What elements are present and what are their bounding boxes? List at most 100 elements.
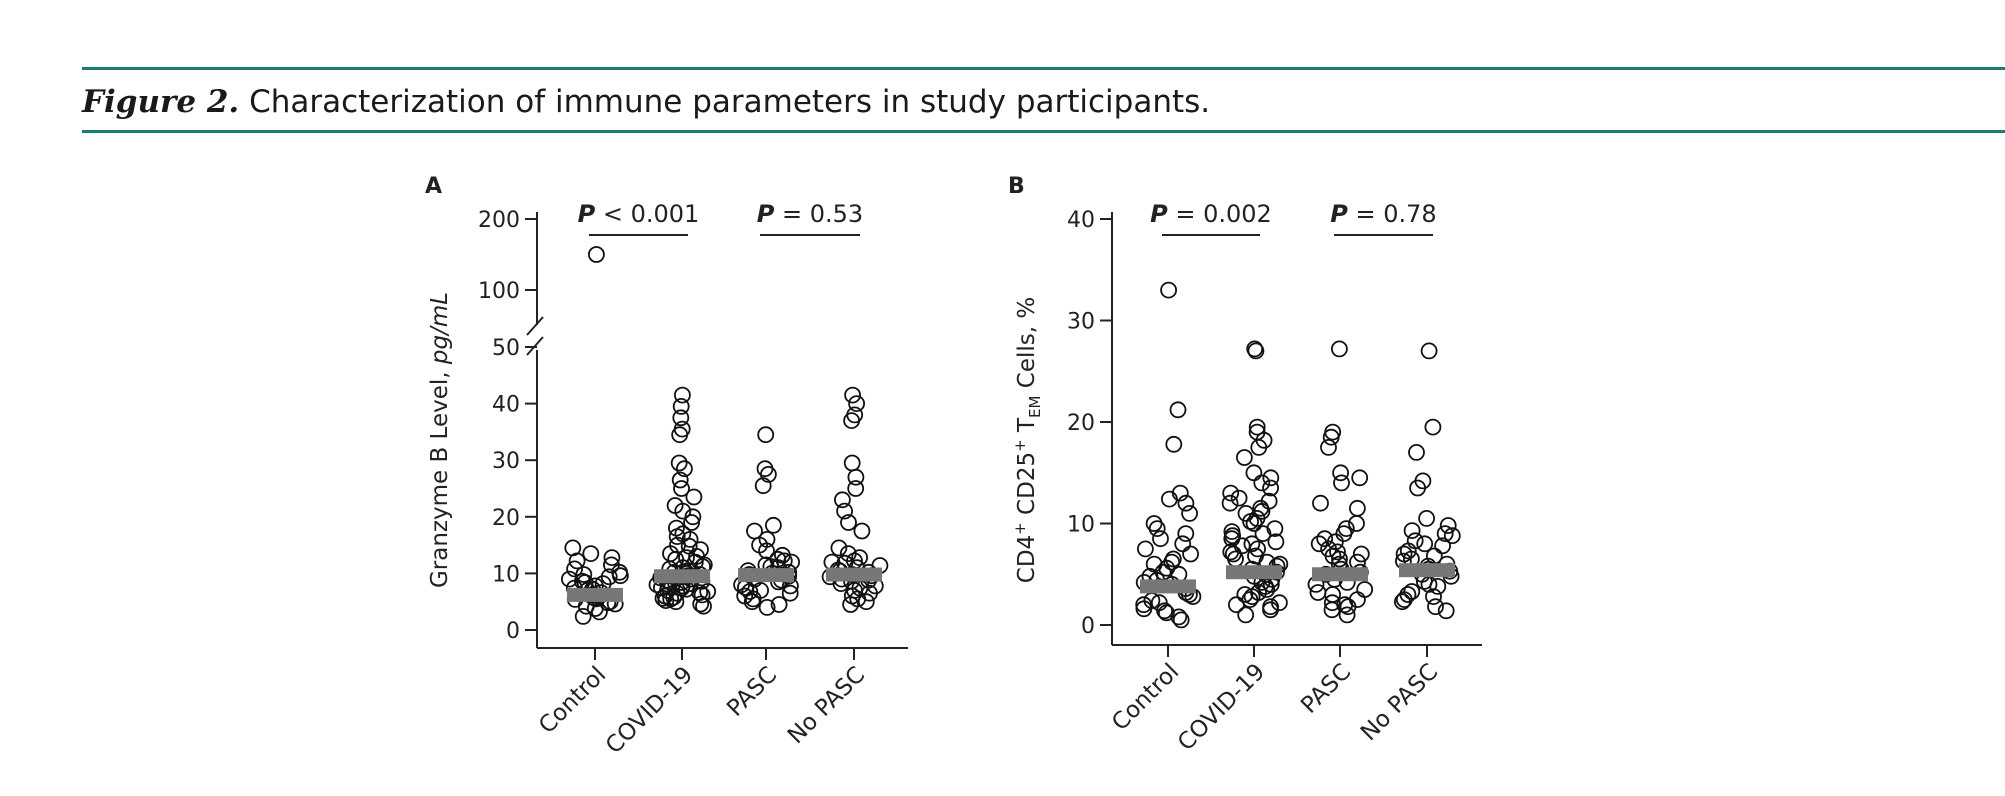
panel-a-data-point [591,603,608,621]
panel-b-data-point [1243,588,1261,605]
panel-b: B CD4+ CD25+ TEM Cells, % 010203040Contr… [1008,174,1482,756]
panel-b-data-point [1160,281,1177,299]
panel-b-data-point [1148,520,1166,537]
panel-a-data-point [673,480,690,497]
panel-a-median-bar [738,568,794,583]
panel-b-data-point [1228,596,1245,614]
panel-a-axis-break-mark-1 [526,316,544,336]
panel-a-data-point [678,549,695,566]
p-value-text: < 0.001 [595,200,699,228]
panel-b-data-point [1271,594,1288,612]
panel-b-data-point [1348,515,1365,532]
panel-a-data-point [760,465,777,483]
panel-b-p-value: P = 0.002 [1150,200,1272,228]
panel-b-data-point [1322,428,1340,446]
panel-a-data-point [757,426,775,444]
panel-b-data-point [1253,474,1271,492]
panel-b-data-point [1174,535,1192,553]
panel-b-y-tick-label: 40 [1067,208,1095,233]
panel-b-data-point [1434,537,1451,555]
panel-a-letter: A [425,174,442,199]
panel-b-data-point [1332,464,1349,482]
panel-b-data-point [1246,340,1264,358]
panel-b-data-point [1224,527,1241,545]
panel-b-letter: B [1008,174,1025,199]
panel-a-median-bar [826,567,882,582]
figure-label: Figure 2. [82,84,240,120]
panel-b-median-bar [1312,567,1368,582]
panel-b-y-axis-label-sup1: + [1011,522,1029,535]
panel-b-y-axis-label-end: Cells, % [1014,297,1040,396]
panel-a-data-point [741,583,759,600]
panel-b-category-label: No PASC [1356,659,1443,746]
panel-b-data-point [1156,602,1173,620]
panel-b-data-point [1262,479,1279,497]
panel-a-data-point [840,514,857,531]
panel-a-y-tick-label: 40 [492,393,520,418]
panel-b-data-point [1425,588,1442,605]
panel-b-data-point [1243,535,1261,553]
panel-b-data-point [1418,510,1435,527]
panel-a-data-point [781,584,799,602]
panel-b-data-point [1408,443,1425,461]
panel-b-median-bar [1140,579,1196,594]
panel-b-y-axis-label-cd4: CD4 [1014,535,1040,583]
p-value-text: = 0.002 [1168,200,1272,228]
panel-a-data-point [612,567,629,585]
panel-b-data-point [1267,533,1285,551]
panel-b-data-point [1182,545,1199,563]
panel-b-data-point [1262,598,1279,616]
panel-b-data-point [1329,543,1346,561]
panel-a-data-point [847,480,865,497]
panel-a-y-tick-label: 30 [492,449,520,474]
panel-b-data-point [1339,598,1357,616]
panel-b-data-point [1163,553,1181,571]
panel-b-data-point [1323,601,1341,619]
panel-b-y-tick-label: 30 [1067,310,1095,335]
figure-caption: Figure 2. Characterization of immune par… [82,84,1210,120]
panel-b-data-point [1181,505,1198,522]
panel-a-y-axis-label-unit: pg/mL [427,292,453,365]
panel-b-data-point [1436,525,1454,542]
panel-a-y-axis-label-main: Granzyme B Level, [427,364,453,588]
panel-b-data-point [1349,499,1366,517]
panel-b-category-label: Control [1107,659,1184,736]
panel-a-marks: P < 0.001 P = 0.53 [561,200,889,625]
panel-b-data-point [1416,535,1434,553]
panel-b-data-point [1424,418,1442,436]
panel-b-data-point [1351,469,1369,487]
panel-b-data-point [1245,515,1263,532]
panel-a-data-point [671,471,689,489]
panel-b-data-point [1399,542,1417,560]
panel-a-p-value: P = 0.53 [757,200,863,228]
panel-a-data-point [843,454,861,472]
panel-b-data-point [1236,449,1253,466]
p-value-symbol: P [757,200,775,228]
panel-b-y-axis-label-cd25: CD25 [1014,452,1040,522]
panel-a-data-point [568,552,586,570]
panel-a-data-point [657,592,675,609]
panel-a-y-tick-label: 100 [478,279,520,304]
panel-b-data-point [1169,401,1187,419]
panel-a-data-point [765,516,782,534]
panel-b-data-point [1324,547,1342,565]
panel-b-data-point [1310,535,1328,553]
panel-b-data-point [1316,530,1334,548]
panel-a-data-point [566,560,583,578]
panel-b-data-point [1135,600,1153,618]
panel-b-data-point [1237,606,1255,624]
panel-b-category-label: PASC [1296,659,1356,719]
panel-a-data-point [843,412,860,430]
panel-b-data-point [1443,527,1461,545]
p-value-symbol: P [1150,200,1168,228]
panel-a-data-point [561,570,578,588]
panel-b-data-point [1323,594,1341,612]
panel-a-data-point [691,584,709,601]
panel-a-data-point [670,454,688,472]
panel-a-data-point [847,468,865,486]
panel-a-data-point [836,502,853,520]
panel-a-data-point [842,596,859,613]
panel-a-data-point [834,491,851,509]
